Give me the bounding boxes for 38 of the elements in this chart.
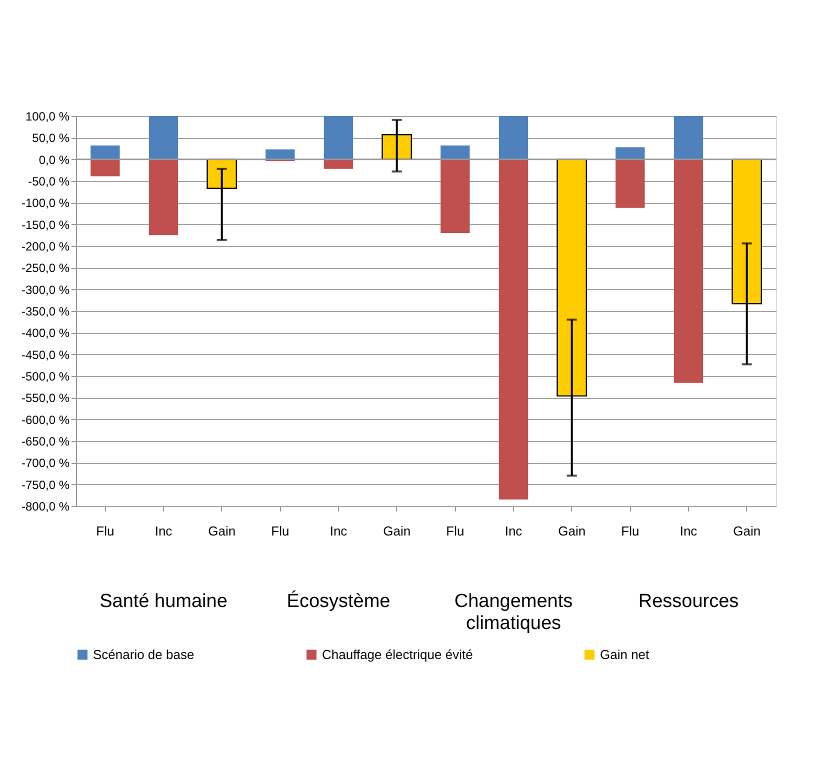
y-tick-label: -200,0 % [21, 240, 70, 254]
x-tick-label: Inc [154, 524, 173, 538]
x-tick-label: Flu [271, 524, 290, 538]
y-tick-label: 100,0 % [25, 110, 70, 124]
text: Écosystème [286, 590, 390, 612]
text: Santé humaine [100, 591, 228, 612]
y-tick-label: -50,0 % [28, 174, 70, 188]
y-tick-label: -350,0 % [21, 304, 70, 318]
y-tick-label: -250,0 % [21, 261, 70, 276]
y-tick-label: -300,0 % [21, 282, 70, 297]
text: Ressources [638, 591, 739, 612]
x-tick-label: Gain [558, 524, 586, 538]
y-tick-label: -750,0 % [21, 478, 70, 492]
y-tick-label: -150,0 % [21, 218, 70, 232]
y-tick-label: 50,0 % [32, 131, 70, 146]
y-tick-label: -400,0 % [21, 326, 70, 340]
y-tick-label: -650,0 % [21, 434, 70, 448]
x-tick-label: Flu [446, 524, 464, 538]
y-tick-label: -450,0 % [21, 348, 70, 362]
x-tick-label: Gain [383, 524, 411, 538]
x-tick-label: Gain [733, 524, 761, 538]
y-tick-label: -800,0 % [21, 500, 70, 514]
legend-label: Scénario de base [93, 646, 194, 662]
y-tick-label: -550,0 % [21, 391, 70, 406]
y-tick-label: -700,0 % [21, 456, 70, 470]
x-tick-label: Gain [208, 524, 236, 538]
text: Changements climatiques [454, 591, 573, 634]
legend-label: Chauffage électrique évité [322, 646, 473, 662]
x-tick-label: Flu [96, 524, 114, 538]
x-tick-label: Flu [621, 524, 640, 538]
y-tick-label: 0,0 % [38, 152, 70, 167]
y-tick-label: -500,0 % [21, 370, 70, 384]
x-tick-label: Inc [330, 524, 348, 538]
x-tick-label: Inc [680, 524, 698, 538]
x-tick-label: Inc [504, 524, 523, 538]
y-tick-label: -600,0 % [21, 412, 70, 427]
legend-label: Gain net [600, 646, 650, 662]
y-tick-label: -100,0 % [21, 196, 70, 210]
